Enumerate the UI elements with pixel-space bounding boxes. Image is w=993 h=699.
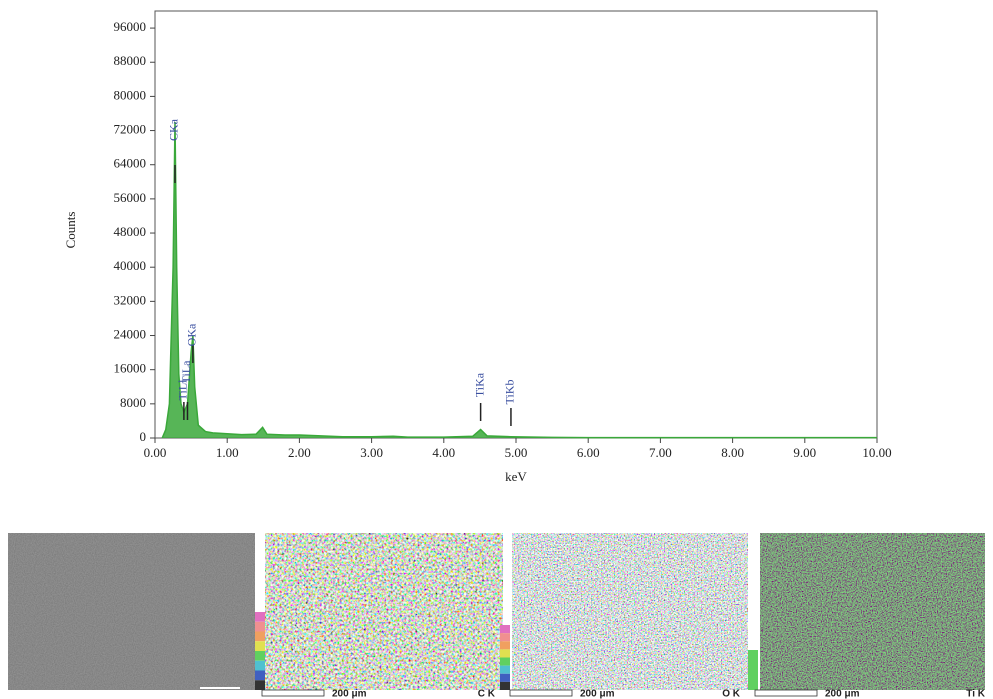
x-tick-label: 3.00 xyxy=(360,445,383,460)
x-tick-label: 10.00 xyxy=(862,445,891,460)
color-scale xyxy=(255,631,265,642)
color-scale xyxy=(255,612,265,622)
y-tick-label: 24000 xyxy=(114,327,147,342)
x-tick-label: 6.00 xyxy=(577,445,600,460)
scale-bar xyxy=(261,689,325,697)
x-tick-label: 2.00 xyxy=(288,445,311,460)
y-tick-label: 8000 xyxy=(120,395,146,410)
map-image xyxy=(760,533,985,690)
scale-label: 200 μm xyxy=(825,689,860,699)
x-tick-label: 9.00 xyxy=(793,445,816,460)
y-tick-label: 16000 xyxy=(114,361,147,376)
se-image xyxy=(8,533,255,690)
color-scale xyxy=(500,649,510,658)
peak-label: OKa xyxy=(185,323,199,346)
color-scale xyxy=(255,621,265,632)
x-tick-label: 8.00 xyxy=(721,445,744,460)
peak-label: TiKa xyxy=(472,372,486,397)
peak-label: TiKb xyxy=(503,380,517,405)
color-scale xyxy=(255,660,265,671)
x-tick-label: 4.00 xyxy=(432,445,455,460)
spectrum-area xyxy=(162,122,877,438)
scale-bar xyxy=(754,689,818,697)
y-tick-label: 64000 xyxy=(114,156,147,171)
color-scale xyxy=(500,641,510,650)
y-tick-label: 80000 xyxy=(114,87,147,102)
element-label: Ti K xyxy=(966,689,985,699)
color-scale xyxy=(500,665,510,674)
y-tick-label: 72000 xyxy=(114,122,147,137)
y-tick-label: 96000 xyxy=(114,19,147,34)
y-tick-label: 0 xyxy=(140,429,147,444)
element-label: C K xyxy=(478,689,496,699)
x-tick-label: 1.00 xyxy=(216,445,239,460)
y-tick-label: 88000 xyxy=(114,53,147,68)
y-tick-label: 32000 xyxy=(114,292,147,307)
x-axis-label: keV xyxy=(505,469,527,484)
color-scale xyxy=(255,641,265,651)
spectrum-line xyxy=(161,121,877,439)
x-tick-label: 5.00 xyxy=(505,445,528,460)
color-scale xyxy=(748,650,758,690)
color-scale xyxy=(500,657,510,666)
y-tick-label: 56000 xyxy=(114,190,147,205)
color-scale xyxy=(255,651,265,661)
color-scale xyxy=(500,673,510,682)
x-tick-label: 0.00 xyxy=(144,445,167,460)
scale-bar xyxy=(509,689,573,697)
y-tick-label: 48000 xyxy=(114,224,147,239)
x-tick-label: 7.00 xyxy=(649,445,672,460)
peak-label: CKa xyxy=(167,118,181,141)
color-scale xyxy=(500,633,510,642)
element-label: O K xyxy=(722,689,741,699)
peak-label: TiLa xyxy=(179,360,193,384)
scale-label: 200 μm xyxy=(332,689,367,699)
color-scale xyxy=(255,670,265,681)
peak-label: TiLl xyxy=(176,379,190,401)
plot-frame xyxy=(154,10,878,439)
scale-label: 200 μm xyxy=(580,689,615,699)
element-maps: 200 μm C K 200 μm O K 200 μm Ti K xyxy=(8,533,986,699)
map-image xyxy=(265,533,503,690)
y-tick-label: 40000 xyxy=(114,258,147,273)
map-image xyxy=(512,533,748,690)
color-scale xyxy=(500,625,510,634)
color-scale xyxy=(255,680,265,690)
color-scale xyxy=(500,681,510,690)
y-axis-label: Counts xyxy=(63,212,78,249)
